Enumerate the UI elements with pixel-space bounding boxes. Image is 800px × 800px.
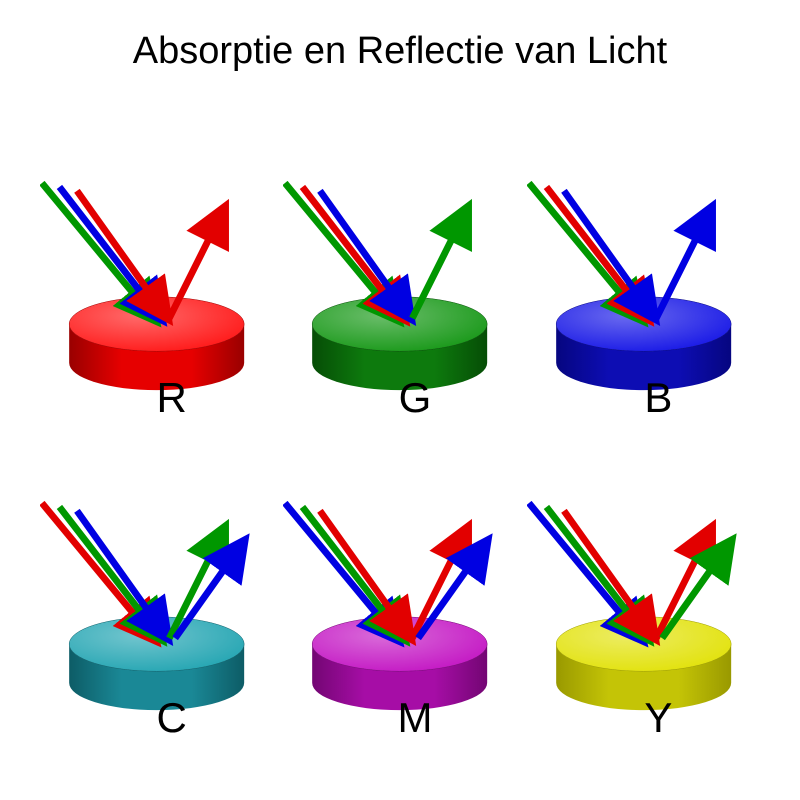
disk-cell-m: M: [283, 470, 516, 750]
disk-grid: R G B: [40, 150, 760, 750]
page-title: Absorptie en Reflectie van Licht: [0, 30, 800, 73]
disk-cell-y: Y: [527, 470, 760, 750]
disk-label: C: [40, 694, 273, 742]
disk-label: G: [283, 374, 516, 422]
disk-cell-b: B: [527, 150, 760, 430]
disk-label: Y: [527, 694, 760, 742]
disk-cell-c: C: [40, 470, 273, 750]
disk-label: B: [527, 374, 760, 422]
disk-label: R: [40, 374, 273, 422]
disk-label: M: [283, 694, 516, 742]
disk-cell-g: G: [283, 150, 516, 430]
disk-cell-r: R: [40, 150, 273, 430]
